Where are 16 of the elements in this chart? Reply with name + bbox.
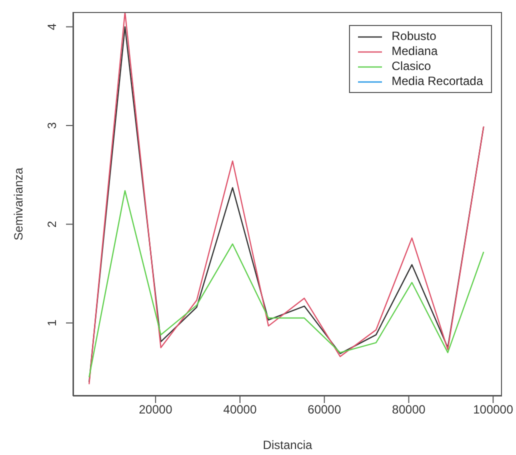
y-tick-label: 1 bbox=[45, 319, 59, 326]
x-tick-label: 80000 bbox=[392, 402, 426, 417]
legend-label: Mediana bbox=[392, 44, 438, 59]
x-axis-title: Distancia bbox=[262, 438, 312, 452]
y-tick-label: 4 bbox=[45, 23, 59, 30]
line-series bbox=[88, 190, 484, 378]
y-tick-label: 3 bbox=[45, 122, 59, 129]
legend-label: Clasico bbox=[392, 59, 431, 74]
x-tick-label: 60000 bbox=[308, 402, 342, 417]
y-tick-label: 2 bbox=[45, 220, 59, 228]
x-tick-label: 20000 bbox=[138, 402, 173, 417]
legend-label: Media Recortada bbox=[392, 74, 483, 89]
x-tick-label: 100000 bbox=[473, 402, 514, 417]
y-axis-title: Semivarianza bbox=[11, 167, 26, 240]
x-tick-label: 40000 bbox=[223, 402, 257, 417]
legend-label: Robusto bbox=[392, 29, 436, 44]
